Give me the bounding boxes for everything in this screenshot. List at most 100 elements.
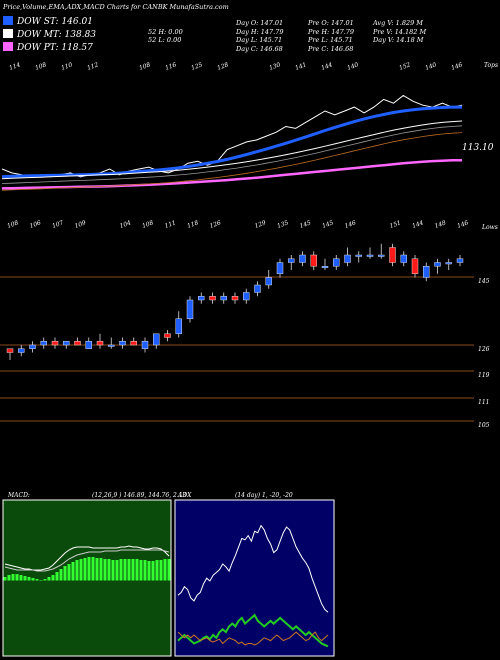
macd-hist-bar bbox=[35, 579, 39, 581]
top-label: 146 bbox=[456, 219, 469, 230]
stats-col3: Pre O: 147.01 Pre H: 147.79 Pre L: 145.7… bbox=[308, 19, 354, 53]
top-label: 104 bbox=[119, 219, 132, 230]
macd-hist-bar bbox=[43, 579, 47, 581]
macd-hist-bar bbox=[71, 562, 75, 581]
macd-hist-bar bbox=[163, 559, 167, 581]
top-label: 118 bbox=[186, 219, 199, 230]
top-label: 148 bbox=[434, 219, 447, 230]
macd-hist-bar bbox=[79, 559, 83, 581]
side-label: Tops bbox=[484, 62, 498, 69]
macd-hist-bar bbox=[159, 560, 163, 581]
adx-bg bbox=[174, 499, 335, 657]
candle-body bbox=[288, 258, 295, 263]
top-label: 130 bbox=[268, 61, 281, 72]
dow-pt-label: DOW PT: 118.57 bbox=[17, 43, 93, 53]
top-label: 108 bbox=[6, 219, 19, 230]
candle-body bbox=[445, 262, 452, 265]
top-label: 144 bbox=[320, 61, 333, 72]
dow-mt: DOW MT: 138.83 bbox=[3, 29, 96, 42]
stats-col4: Avg V: 1.829 M Pre V: 14.182 M Day V: 14… bbox=[373, 19, 426, 45]
macd-hist-bar bbox=[11, 574, 15, 581]
candle-body bbox=[209, 296, 216, 301]
macd-hist-bar bbox=[27, 577, 31, 581]
macd-bg bbox=[2, 499, 172, 657]
top-label: 144 bbox=[411, 219, 424, 230]
candle-body bbox=[141, 341, 149, 349]
macd-hist-bar bbox=[91, 557, 95, 581]
candle-body bbox=[276, 262, 284, 274]
top-label: 107 bbox=[51, 219, 64, 230]
price-panel: 145 126 119 111 105 108 106 107 109 104 108 111 118 1… bbox=[0, 219, 498, 429]
dow-st: DOW ST: 146.01 bbox=[3, 16, 96, 29]
candle-body bbox=[18, 348, 25, 353]
candle-body bbox=[243, 292, 250, 301]
top-label: 145 bbox=[299, 219, 312, 230]
candle-body bbox=[130, 341, 137, 346]
macd-hist-bar bbox=[167, 559, 171, 581]
candle-body bbox=[198, 296, 205, 301]
side-label: Lows bbox=[481, 224, 498, 231]
adx-label: ADX bbox=[177, 492, 192, 499]
macd-hist-bar bbox=[147, 561, 151, 581]
macd-hist-bar bbox=[59, 569, 63, 581]
top-label: 108 bbox=[138, 61, 151, 72]
top-label: 109 bbox=[74, 219, 87, 230]
candle-body bbox=[265, 277, 272, 286]
top-label: 140 bbox=[424, 61, 437, 72]
macd-hist-bar bbox=[127, 559, 131, 581]
top-label: 140 bbox=[346, 61, 359, 72]
macd-panel: MACD: (12,26,9 ) 146.89, 144.76, 2.13 bbox=[2, 492, 187, 657]
y-tick-label: 126 bbox=[478, 346, 490, 353]
macd-hist-bar bbox=[83, 558, 87, 581]
macd-hist-bar bbox=[67, 564, 71, 581]
candle-body bbox=[29, 344, 36, 349]
candle-body bbox=[389, 247, 396, 263]
top-label: 108 bbox=[141, 219, 154, 230]
macd-signal-line bbox=[4, 549, 170, 572]
macd-hist-bar bbox=[63, 566, 67, 581]
candle-body bbox=[6, 348, 14, 353]
stat: Pre L: 145.71 bbox=[308, 36, 353, 44]
adx-series-diplus bbox=[177, 613, 329, 648]
stat: Pre C: 146.68 bbox=[308, 44, 354, 53]
candle-body bbox=[164, 333, 171, 338]
candle-body bbox=[411, 258, 419, 274]
adx-series-adx bbox=[177, 524, 329, 613]
top-label: 126 bbox=[209, 219, 222, 230]
macd-hist-bar bbox=[7, 575, 11, 581]
macd-hist-bar bbox=[3, 577, 7, 581]
top-label: 114 bbox=[8, 61, 21, 72]
candle-body bbox=[321, 266, 329, 268]
macd-hist-bar bbox=[151, 561, 155, 581]
stats-col1: 52 H: 0.00 52 L: 0.00 bbox=[148, 19, 183, 45]
macd-hist-bar bbox=[119, 559, 123, 581]
candle-body bbox=[85, 341, 92, 349]
swatch-icon bbox=[3, 42, 13, 51]
macd-hist-bar bbox=[123, 559, 127, 581]
top-label: 116 bbox=[164, 61, 177, 72]
top-label: 125 bbox=[190, 61, 203, 72]
adx-series-diminus bbox=[177, 631, 329, 646]
macd-hist-bar bbox=[135, 559, 139, 581]
adx-panel: ADX (14 day) 1, -20, -20 bbox=[174, 492, 335, 657]
macd-hist-bar bbox=[55, 572, 59, 581]
macd-hist-bar bbox=[99, 558, 103, 581]
candle-body bbox=[456, 258, 464, 263]
candle-body bbox=[366, 254, 374, 257]
candle-body bbox=[186, 299, 194, 319]
stat: Day C: 146.68 bbox=[236, 44, 283, 53]
adx-params: (14 day) 1, -20, -20 bbox=[235, 492, 293, 499]
candle-body bbox=[220, 296, 227, 301]
candle-body bbox=[400, 254, 407, 263]
macd-hist-bar bbox=[131, 559, 135, 581]
candle-body bbox=[153, 333, 160, 346]
stat: Day V: 14.18 M bbox=[373, 36, 424, 44]
macd-hist-bar bbox=[103, 559, 107, 581]
macd-hist-bar bbox=[87, 557, 91, 581]
macd-hist-bar bbox=[107, 559, 111, 581]
swatch-icon bbox=[3, 16, 13, 25]
ema-series-ema-short bbox=[1, 105, 462, 179]
top-label: 110 bbox=[60, 61, 73, 72]
macd-params: (12,26,9 ) 146.89, 144.76, 2.13 bbox=[92, 492, 187, 499]
macd-hist-bar bbox=[111, 560, 115, 581]
